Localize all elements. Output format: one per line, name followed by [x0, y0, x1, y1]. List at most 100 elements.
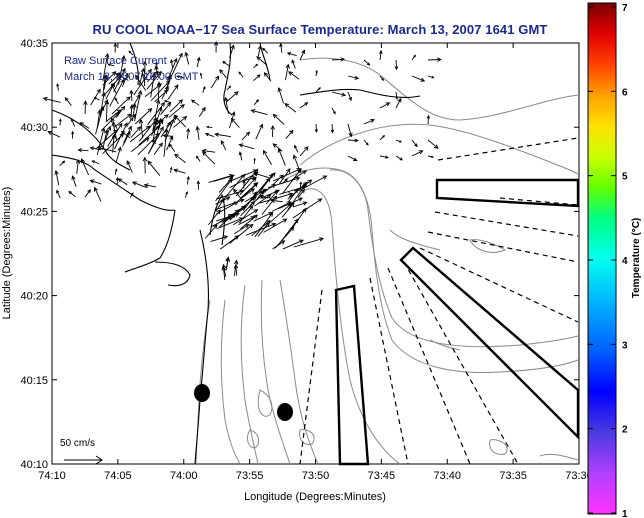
current-vector [163, 134, 173, 137]
current-vector-head [353, 157, 358, 162]
current-vector-head [202, 151, 207, 156]
current-vector [94, 187, 102, 202]
surface-current-vectors [42, 41, 442, 281]
current-vector-head [131, 113, 136, 119]
current-vector-head [256, 74, 261, 78]
current-vector [347, 75, 359, 79]
current-vector [291, 60, 296, 69]
colorbar-tick-label: 2 [622, 425, 628, 436]
current-vector [208, 209, 221, 226]
current-vector-head [330, 129, 335, 134]
current-vector-head [433, 144, 439, 149]
current-vector [129, 125, 150, 143]
current-vector [258, 193, 293, 204]
current-vector [220, 235, 239, 250]
current-vector [263, 150, 272, 166]
current-vector [331, 123, 334, 133]
current-vector [229, 45, 235, 58]
current-vector [138, 68, 145, 86]
current-vector-head [366, 62, 371, 66]
current-vector [147, 102, 165, 126]
current-vector-head [77, 148, 82, 153]
current-vector-head [231, 213, 237, 218]
current-vector [221, 213, 237, 223]
current-vector-head [395, 96, 399, 101]
current-vector-head [71, 175, 76, 181]
current-vector [196, 57, 200, 68]
current-vector-head [113, 42, 118, 47]
current-vector-head [97, 146, 103, 151]
current-vector-head [304, 102, 309, 106]
current-vector [379, 155, 389, 158]
current-vector-head [341, 92, 347, 97]
current-vector-head [174, 84, 179, 90]
current-vector-head [314, 129, 319, 133]
current-vector-head [354, 138, 359, 143]
current-vector [196, 126, 200, 140]
current-vector [363, 59, 370, 66]
current-vector [278, 168, 291, 185]
current-vector-head [253, 157, 256, 161]
annotation-line1: Raw Surface Current [64, 55, 167, 67]
current-vector [257, 45, 261, 57]
current-vector-head [155, 61, 159, 65]
y-axis-label: Latitude (Degrees:Minutes) [1, 187, 13, 320]
current-vector-head [159, 119, 164, 125]
current-vector-head [282, 218, 288, 223]
current-vector-head [56, 83, 60, 87]
current-vector-head [239, 198, 245, 203]
current-vector [153, 142, 163, 155]
current-vector [80, 122, 90, 129]
current-vector-head [195, 125, 200, 131]
current-vector-head [291, 59, 295, 64]
current-vector [238, 216, 255, 225]
current-vector-head [156, 81, 162, 87]
current-vector [113, 113, 132, 128]
current-vector [133, 69, 152, 96]
current-vector [205, 133, 214, 137]
current-vector [251, 220, 271, 237]
current-vector [411, 75, 425, 82]
current-vector-head [241, 205, 247, 210]
current-vector-head [42, 96, 48, 102]
current-vector [101, 112, 120, 131]
current-vector-head [96, 88, 101, 94]
y-tick-label: 40:35 [20, 38, 48, 50]
current-vector-head [294, 218, 299, 224]
current-vector-head [238, 71, 242, 75]
current-vector [238, 71, 244, 78]
current-vector-head [128, 50, 132, 54]
current-vector-head [115, 176, 119, 181]
y-tick-label: 40:25 [20, 206, 48, 218]
current-vector-head [292, 154, 298, 160]
current-vector-head [163, 99, 168, 103]
y-tick-label: 40:20 [20, 291, 48, 303]
current-vector-head [277, 147, 282, 153]
current-vector [241, 131, 250, 141]
current-vector-head [238, 217, 244, 222]
current-vector-head [173, 168, 179, 173]
current-vector [241, 176, 256, 182]
current-vector-head [284, 103, 290, 108]
current-vector [166, 136, 174, 151]
current-vector [112, 134, 115, 153]
current-vector-head [365, 142, 369, 146]
current-vector [299, 50, 305, 61]
current-vector [240, 182, 258, 199]
current-vector-head [182, 115, 188, 121]
current-vector [167, 84, 179, 101]
current-vector [219, 69, 227, 79]
current-vector-head [256, 99, 259, 103]
current-vector [114, 97, 119, 105]
colorbar-tick-label: 6 [622, 87, 628, 98]
current-vector-head [190, 99, 195, 104]
current-vector [262, 48, 269, 54]
current-vector-head [87, 189, 91, 194]
current-vector [217, 217, 243, 229]
current-vector [132, 181, 147, 189]
current-vector-head [129, 89, 134, 95]
current-vector [147, 139, 156, 155]
current-vector [81, 158, 89, 175]
current-vector [202, 86, 206, 93]
